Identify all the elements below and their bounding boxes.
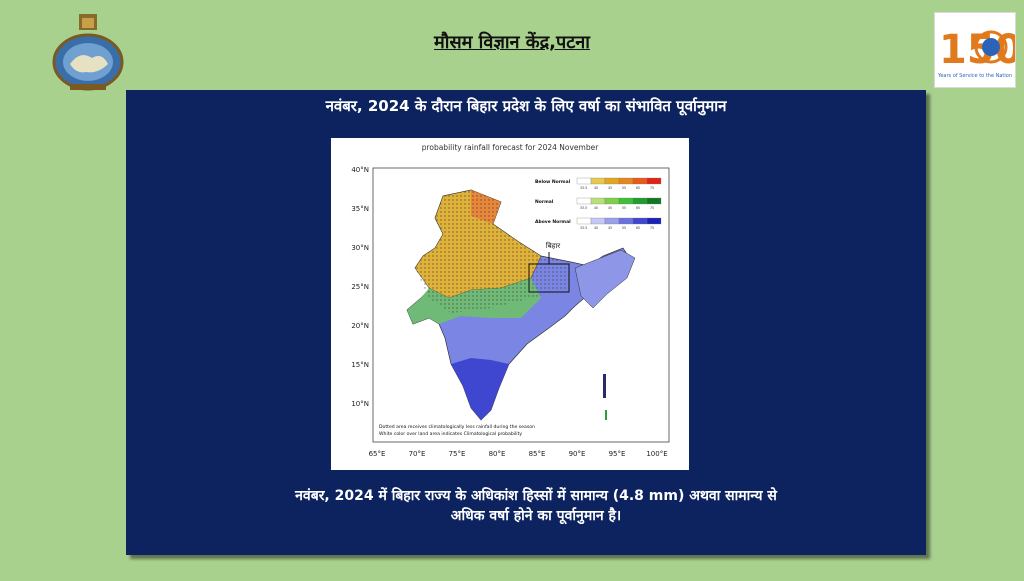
forecast-panel: नवंबर, 2024 के दौरान बिहार प्रदेश के लिए… [126, 90, 926, 555]
legend-tick: 45 [608, 186, 612, 190]
legend-tick: 45 [608, 206, 612, 210]
legend-swatch [604, 217, 620, 225]
legend-swatch [646, 217, 662, 225]
legend-tick: 40 [594, 186, 598, 190]
forecast-map: probability rainfall forecast for 2024 N… [331, 138, 689, 470]
legend-tick: 65 [636, 186, 640, 190]
lon-tick: 80°E [489, 450, 506, 458]
page-title: मौसम विज्ञान केंद्र,पटना [434, 32, 590, 53]
caption-line-1: नवंबर, 2024 में बिहार राज्य के अधिकांश ह… [295, 488, 777, 504]
legend-tick: 40 [594, 226, 598, 230]
lon-tick: 100°E [646, 450, 667, 458]
lon-tick: 85°E [529, 450, 546, 458]
bihar-label: बिहार [546, 241, 560, 250]
legend-swatch [604, 197, 620, 205]
forecast-caption: नवंबर, 2024 में बिहार राज्य के अधिकांश ह… [186, 486, 886, 526]
legend-swatch [618, 197, 634, 205]
legend-swatch [646, 197, 662, 205]
legend-swatch [590, 177, 606, 185]
legend-tick: 65 [636, 226, 640, 230]
imd-150-years-logo: 150 Years of Service to the Nation [934, 12, 1023, 88]
legend-tick: 75 [650, 206, 654, 210]
lat-tick: 35°N [351, 205, 369, 213]
legend-label: Above Normal [535, 219, 571, 225]
legend-tick: 55 [622, 206, 626, 210]
lat-tick: 30°N [351, 244, 369, 252]
legend-tick: 33.5 [580, 206, 587, 210]
imd-emblem-logo [50, 12, 126, 92]
legend-swatch [646, 177, 662, 185]
legend-tick: 75 [650, 186, 654, 190]
lat-tick: 15°N [351, 361, 369, 369]
legend-tick: 40 [594, 206, 598, 210]
lat-tick: 20°N [351, 322, 369, 330]
lon-tick: 70°E [409, 450, 426, 458]
legend-label: Normal [535, 199, 554, 205]
legend-swatch [576, 217, 592, 225]
legend-tick: 33.5 [580, 226, 587, 230]
map-title: probability rainfall forecast for 2024 N… [422, 143, 600, 152]
legend-swatch [576, 197, 592, 205]
panel-heading: नवंबर, 2024 के दौरान बिहार प्रदेश के लिए… [325, 97, 727, 115]
legend-label: Below Normal [535, 179, 571, 185]
lat-tick: 10°N [351, 400, 369, 408]
legend-swatch [590, 197, 606, 205]
legend-swatch [632, 217, 648, 225]
legend-swatch [604, 177, 620, 185]
legend-swatch [618, 217, 634, 225]
legend-swatch [632, 197, 648, 205]
legend-swatch [590, 217, 606, 225]
legend-tick: 45 [608, 226, 612, 230]
legend-swatch [576, 177, 592, 185]
legend-tick: 65 [636, 206, 640, 210]
lon-tick: 95°E [609, 450, 626, 458]
lon-tick: 75°E [449, 450, 466, 458]
logo-tagline: Years of Service to the Nation [937, 73, 1012, 79]
legend-tick: 55 [622, 186, 626, 190]
legend-swatch [632, 177, 648, 185]
caption-line-2: अधिक वर्षा होने का पूर्वानुमान है। [450, 508, 622, 524]
legend-tick: 33.5 [580, 186, 587, 190]
lon-tick: 90°E [569, 450, 586, 458]
lon-tick: 65°E [369, 450, 386, 458]
legend-swatch [618, 177, 634, 185]
lat-tick: 25°N [351, 283, 369, 291]
legend-tick: 55 [622, 226, 626, 230]
legend-tick: 75 [650, 226, 654, 230]
map-note-1: Dotted area receives climatologically le… [379, 424, 535, 430]
map-note-2: White color over land area indicates Cli… [379, 431, 522, 437]
map-legend: Below Normal 33.5 40 45 55 65 75 Normal 33.5 4… [535, 177, 662, 230]
lat-tick: 40°N [351, 166, 369, 174]
